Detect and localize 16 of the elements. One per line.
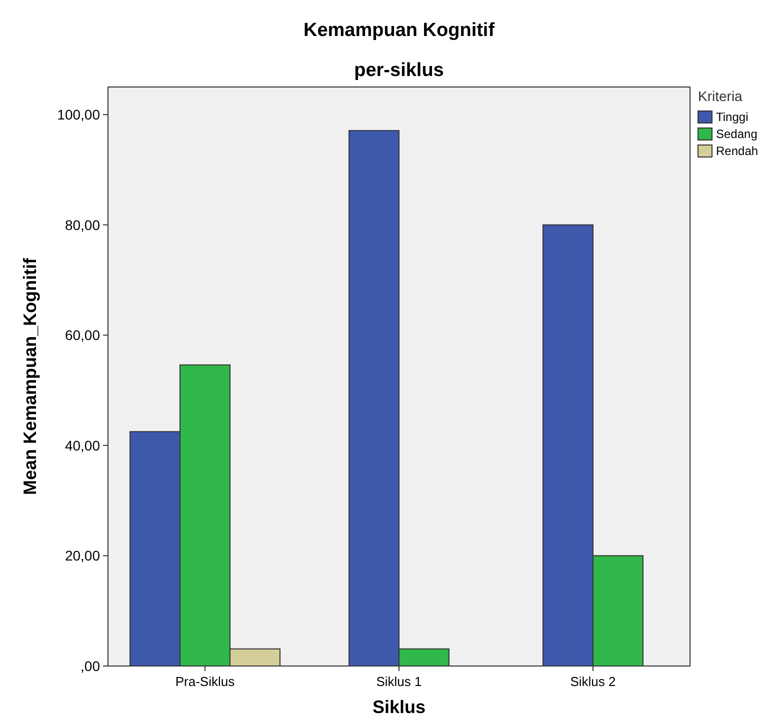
x-tick-label: Siklus 1 xyxy=(376,674,422,689)
y-tick-label: 60,00 xyxy=(64,327,100,344)
legend-label: Rendah xyxy=(716,144,758,158)
legend-title: Kriteria xyxy=(698,88,743,104)
y-tick-label: 20,00 xyxy=(64,548,100,564)
y-tick-label: 80,00 xyxy=(64,216,100,233)
legend-label: Sedang xyxy=(716,127,758,141)
y-axis-title: Mean Kemampuan_Kognitif xyxy=(20,256,40,496)
x-tick-label: Siklus 2 xyxy=(570,674,616,689)
x-tick-label: Pra-Siklus xyxy=(175,674,236,689)
y-tick-label: ,00 xyxy=(80,658,100,674)
y-tick-label: 40,00 xyxy=(64,437,100,454)
chart-title: Kemampuan Kognitif per-siklus xyxy=(303,20,496,81)
x-axis-title: Siklus xyxy=(372,697,426,717)
y-tick-label: 100,00 xyxy=(57,106,100,122)
legend-label: Tinggi xyxy=(716,110,748,124)
